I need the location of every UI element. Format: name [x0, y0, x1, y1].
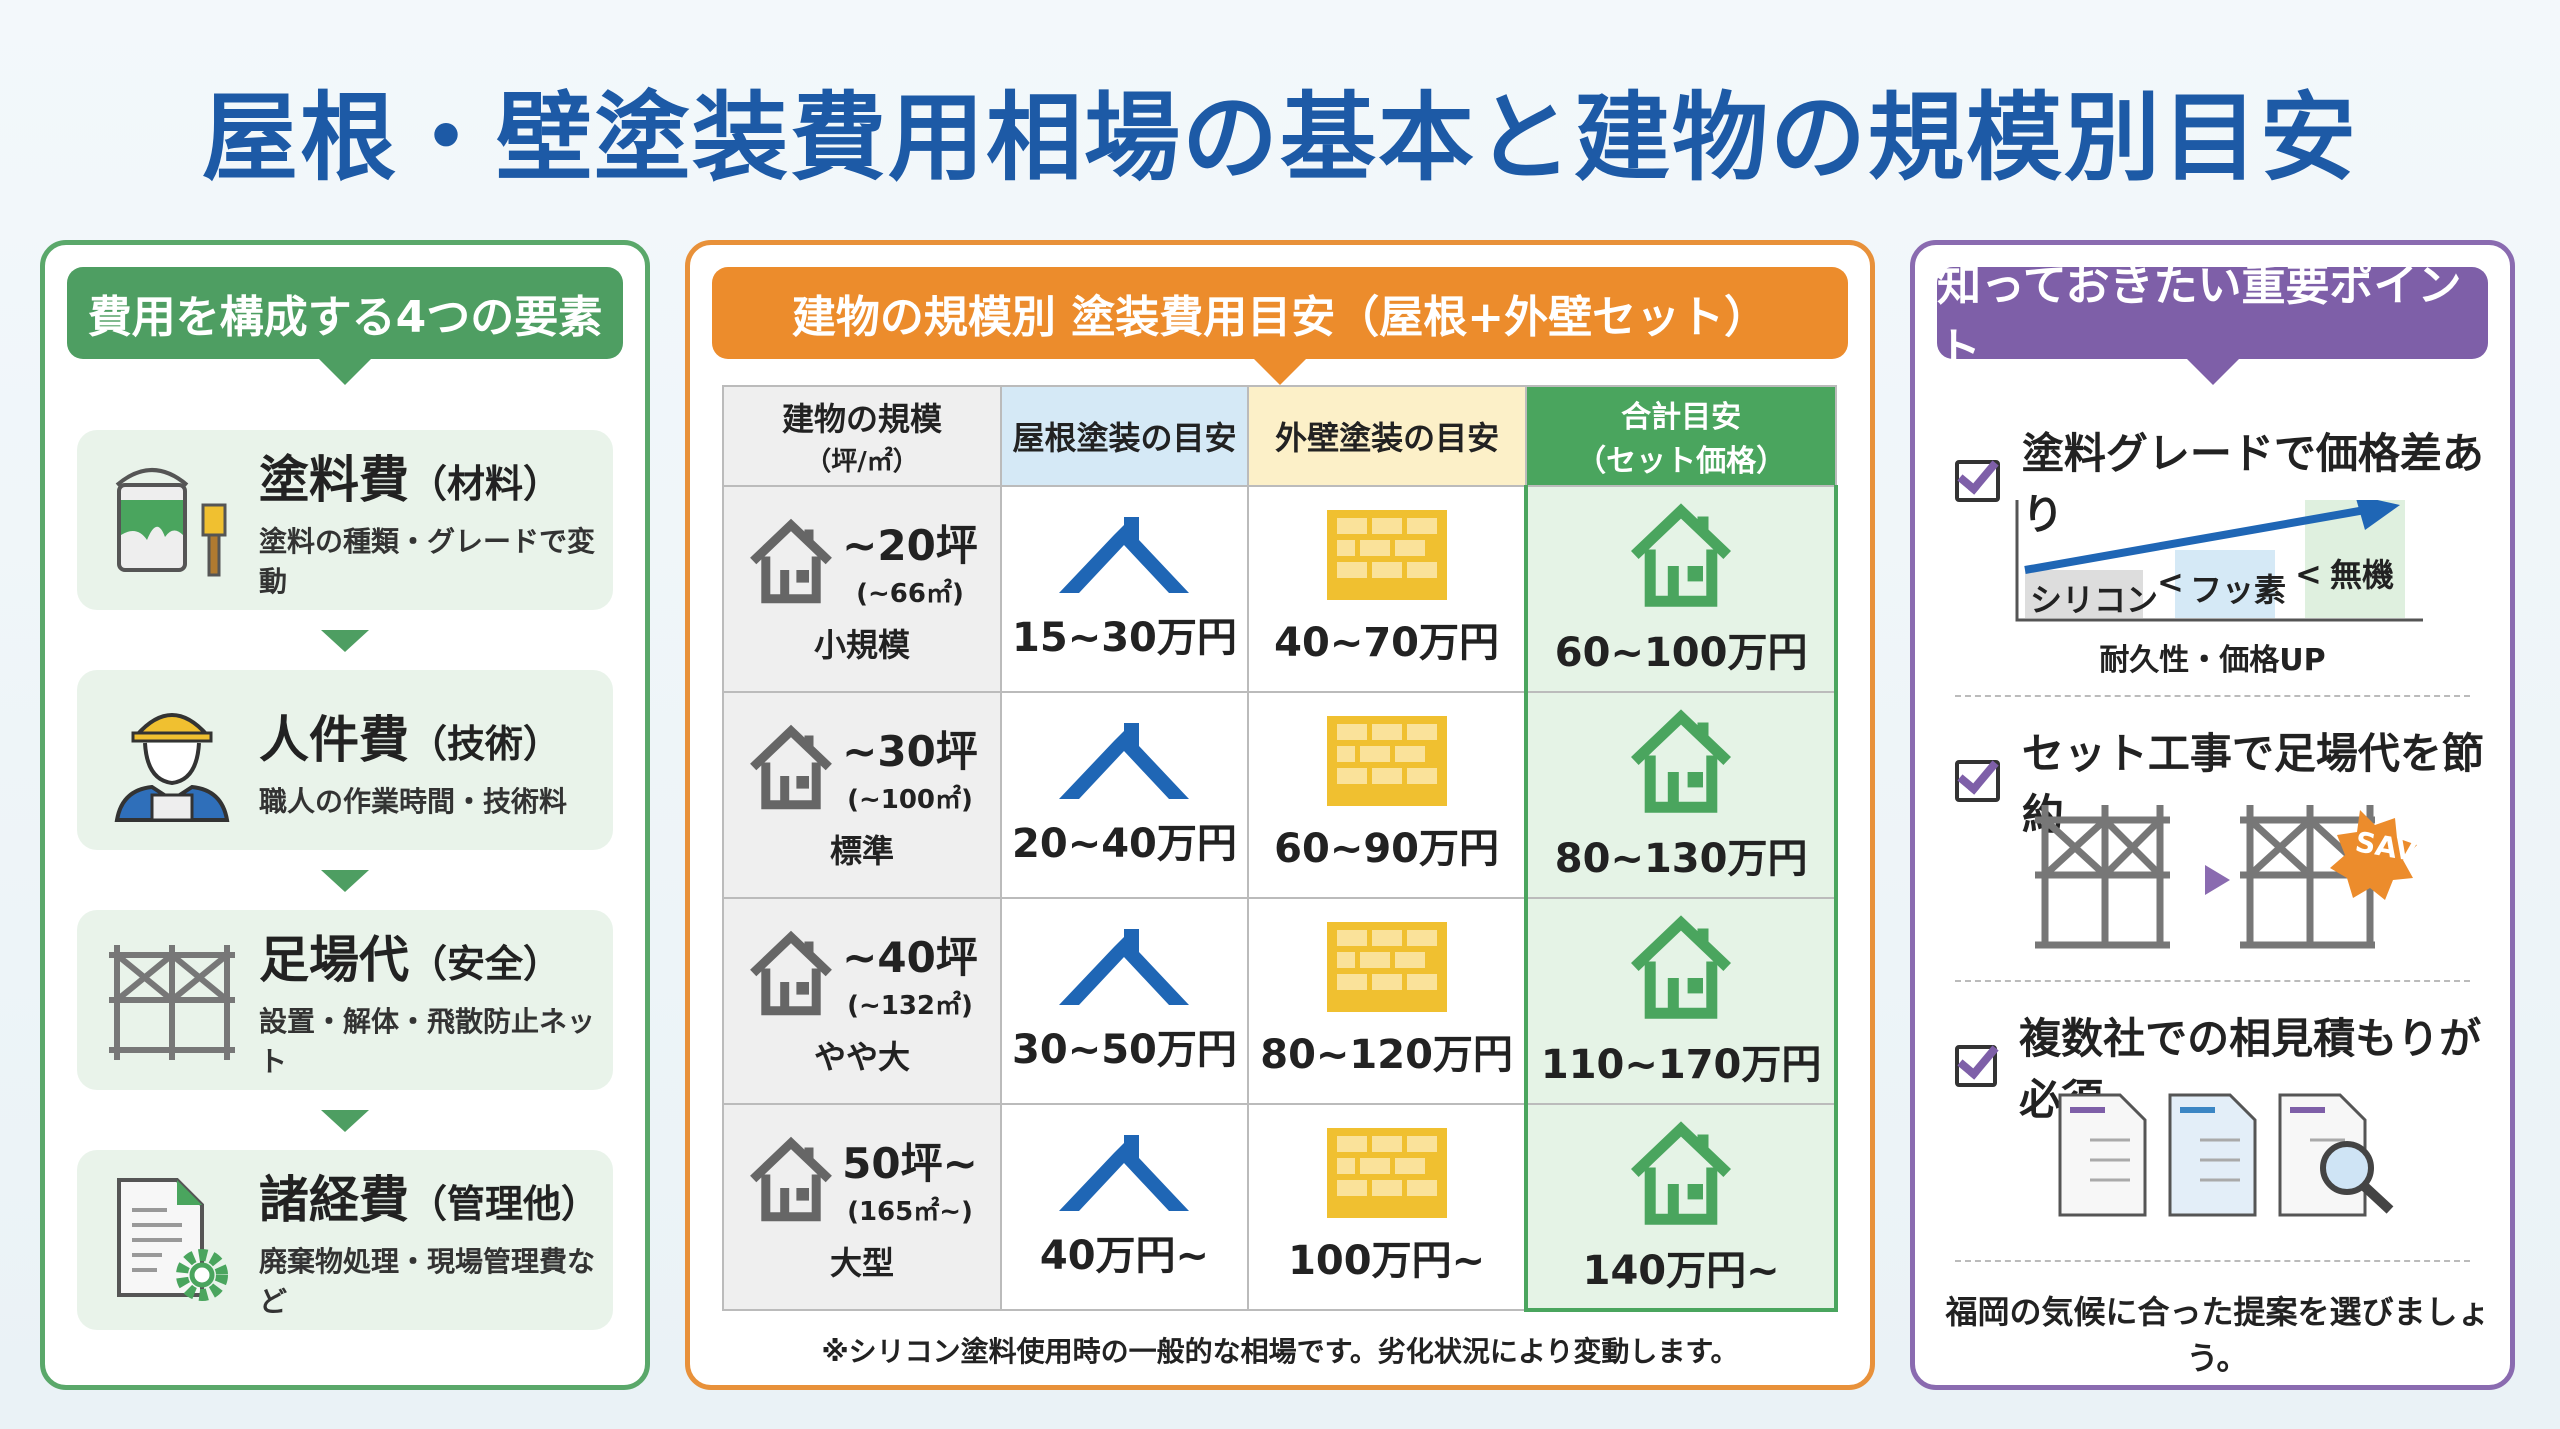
scaffold-save-icon: [2035, 805, 2417, 949]
total-price-cell: 80~130万円: [1524, 691, 1838, 899]
house-icon: [750, 930, 833, 1016]
grade-silicone: シリコン: [2030, 581, 2159, 619]
wall-price-cell: 100万円~: [1246, 1103, 1528, 1311]
column-header-total: 合計目安 （セット価格）: [1525, 385, 1837, 487]
element-desc: 廃棄物処理・現場管理費など: [259, 1245, 596, 1318]
footer-message: 福岡の気候に合った提案を選びましょう。: [1945, 1293, 2490, 1377]
roof-icon: [1059, 517, 1190, 593]
element-desc: 塗料の種類・グレードで変動: [259, 525, 596, 598]
point-item: 塗料グレードで価格差あり: [1955, 420, 2510, 542]
element-name: 塗料費: [259, 451, 409, 509]
roof-icon: [1059, 929, 1190, 1005]
price-table-header: 建物の規模別 塗装費用目安（屋根+外壁セット）: [712, 267, 1848, 385]
scale-cell: ~40坪 (~132㎡) やや大: [722, 897, 1002, 1105]
table-row: ~40坪 (~132㎡) やや大 30~50万円 80~120万円 110~170万…: [722, 897, 1838, 1105]
element-name: 人件費: [259, 711, 409, 769]
checkbox-icon: [1955, 1045, 1998, 1087]
scale-cell: ~20坪 (~66㎡) 小規模: [722, 485, 1002, 693]
house-icon: [750, 724, 833, 810]
brick-wall-icon: [1326, 922, 1447, 1012]
checkbox-icon: [1955, 460, 2000, 502]
total-price-cell: 140万円~: [1524, 1103, 1838, 1312]
point-item: セット工事で足場代を節約: [1955, 720, 2510, 842]
roof-price-cell: 20~40万円: [1000, 691, 1249, 899]
worker-helmet-icon: [114, 713, 230, 822]
brick-wall-icon: [1326, 510, 1447, 600]
house-icon: [1631, 709, 1732, 813]
down-arrow-icon: [321, 870, 369, 892]
grade-lt: <: [2157, 563, 2184, 601]
grade-inorganic: 無機: [2330, 556, 2395, 594]
element-sub: （技術）: [409, 722, 562, 766]
scaffold-icon: [109, 945, 235, 1060]
element-desc: 設置・解体・飛散防止ネット: [259, 1005, 596, 1078]
point-text: 塗料グレードで価格差あり: [2021, 429, 2484, 539]
scale-cell: 50坪~ (165㎡~) 大型: [722, 1103, 1002, 1311]
brick-wall-icon: [1326, 716, 1447, 806]
cost-elements-header: 費用を構成する4つの要素: [67, 267, 623, 385]
price-table: 建物の規模 （坪/㎡） 屋根塗装の目安 外壁塗装の目安 合計目安 （セット価格） ~…: [722, 385, 1838, 1312]
element-desc: 職人の作業時間・技術料: [259, 785, 568, 818]
roof-icon: [1059, 1135, 1190, 1211]
table-row: 50坪~ (165㎡~) 大型 40万円~ 100万円~ 140万円~: [722, 1103, 1838, 1312]
total-price-cell: 60~100万円: [1524, 485, 1838, 693]
element-sub: （材料）: [409, 462, 562, 506]
footnote: ※シリコン塗料使用時の一般的な相場です。劣化状況により変動します。: [821, 1335, 1739, 1368]
page-title: 屋根・壁塗装費用相場の基本と建物の規模別目安: [202, 82, 2358, 194]
house-icon: [1631, 1120, 1732, 1225]
paint-bucket-brush-icon: [115, 468, 227, 577]
house-icon: [1631, 503, 1732, 607]
house-icon: [1631, 915, 1732, 1019]
estimate-documents-icon: [2058, 1093, 2394, 1217]
down-arrow-icon: [321, 630, 369, 652]
table-row: ~20坪 (~66㎡) 小規模 15~30万円 40~70万円 60~100万円: [722, 485, 1838, 693]
wall-price-cell: 40~70万円: [1246, 485, 1528, 693]
element-name: 足場代: [259, 931, 409, 989]
point-text: セット工事で足場代を節約: [2021, 729, 2484, 839]
wall-price-cell: 60~90万円: [1246, 691, 1528, 899]
grade-fluorine: フッ素: [2190, 571, 2287, 609]
element-name: 諸経費: [259, 1171, 409, 1229]
scale-cell: ~30坪 (~100㎡) 標準: [722, 691, 1002, 899]
element-card-overhead: 諸経費（管理他） 廃棄物処理・現場管理費など: [77, 1150, 613, 1330]
column-header-wall: 外壁塗装の目安: [1246, 385, 1528, 487]
grade-caption: 耐久性・価格UP: [2099, 643, 2326, 678]
house-icon: [750, 1136, 833, 1222]
document-gear-icon: [117, 1178, 228, 1301]
element-card-scaffold: 足場代（安全） 設置・解体・飛散防止ネット: [77, 910, 613, 1090]
price-table-panel: 建物の規模別 塗装費用目安（屋根+外壁セット） 建物の規模 （坪/㎡） 屋根塗装の…: [685, 240, 1875, 1390]
down-arrow-icon: [321, 1110, 369, 1132]
roof-icon: [1059, 723, 1190, 799]
column-header-scale: 建物の規模 （坪/㎡）: [722, 385, 1002, 487]
checkbox-icon: [1955, 760, 2000, 802]
key-points-panel: 知っておきたい重要ポイント 塗料グレードで価格差あり シリコン < フッ素 < …: [1910, 240, 2515, 1390]
grade-lt: <: [2295, 555, 2322, 593]
element-card-labor: 人件費（技術） 職人の作業時間・技術料: [77, 670, 613, 850]
cost-elements-panel: 費用を構成する4つの要素 塗料費（材料） 塗料の種類・グレードで変動 人件費（技術…: [40, 240, 650, 1390]
roof-price-cell: 30~50万円: [1000, 897, 1249, 1105]
key-points-header: 知っておきたい重要ポイント: [1937, 260, 2488, 385]
roof-price-cell: 40万円~: [1000, 1103, 1249, 1311]
brick-wall-icon: [1326, 1128, 1447, 1218]
grade-chart-icon: [2015, 500, 2423, 622]
element-card-paint: 塗料費（材料） 塗料の種類・グレードで変動: [77, 430, 613, 610]
column-header-roof: 屋根塗装の目安: [1000, 385, 1249, 487]
wall-price-cell: 80~120万円: [1246, 897, 1528, 1105]
element-sub: （安全）: [409, 942, 562, 986]
house-icon: [750, 518, 833, 604]
table-row: ~30坪 (~100㎡) 標準 20~40万円 60~90万円 80~130万円: [722, 691, 1838, 899]
total-price-cell: 110~170万円: [1524, 897, 1838, 1105]
roof-price-cell: 15~30万円: [1000, 485, 1249, 693]
element-sub: （管理他）: [409, 1182, 600, 1226]
